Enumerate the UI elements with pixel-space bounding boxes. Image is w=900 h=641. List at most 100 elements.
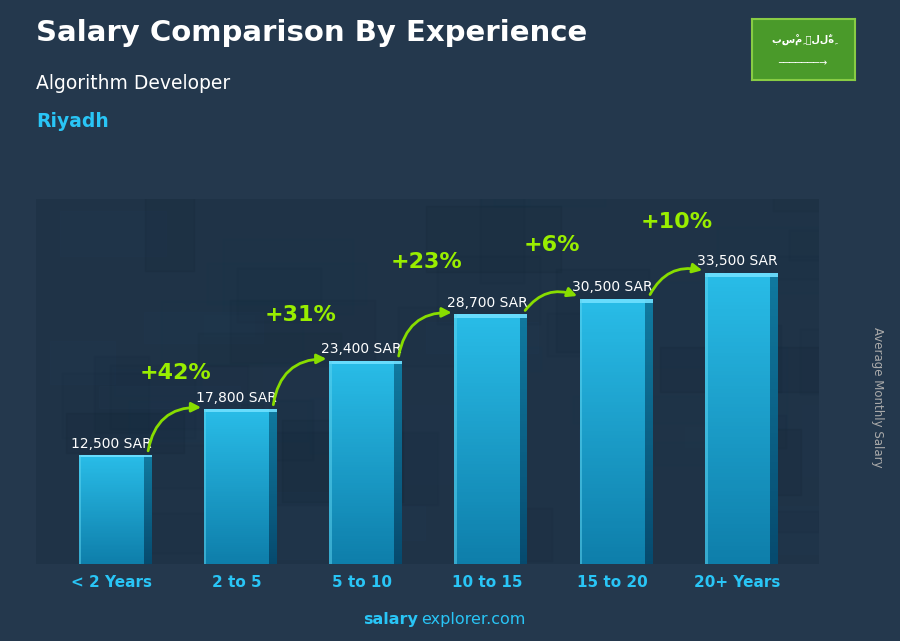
Bar — [770, 317, 778, 320]
Bar — [394, 394, 402, 396]
Bar — [454, 536, 519, 539]
Bar — [144, 465, 151, 466]
Bar — [269, 456, 277, 458]
Bar — [645, 474, 652, 478]
Bar — [770, 531, 778, 535]
Bar — [269, 462, 277, 463]
Bar — [329, 465, 394, 467]
Bar — [580, 521, 645, 524]
Bar — [717, 227, 860, 294]
Bar — [204, 531, 269, 533]
Bar — [269, 510, 277, 512]
Bar — [770, 538, 778, 542]
Bar — [204, 409, 277, 412]
Bar — [204, 553, 269, 554]
Bar — [454, 504, 519, 508]
Bar — [144, 510, 151, 511]
Bar — [391, 405, 491, 484]
Bar — [770, 513, 778, 517]
Bar — [269, 562, 277, 564]
Bar — [329, 388, 394, 391]
Bar — [394, 493, 402, 495]
Bar — [454, 502, 519, 504]
Bar — [394, 429, 402, 432]
Bar — [519, 358, 527, 362]
Bar — [78, 490, 144, 492]
Bar — [78, 529, 144, 530]
Bar — [350, 506, 426, 540]
Bar — [645, 561, 652, 564]
Bar — [78, 506, 144, 507]
Bar — [78, 563, 144, 564]
Bar — [519, 536, 527, 539]
Bar — [645, 425, 652, 428]
Bar — [394, 490, 402, 493]
Bar — [269, 560, 277, 562]
Bar — [705, 324, 770, 328]
Bar — [329, 424, 394, 427]
Bar — [394, 462, 402, 465]
Bar — [204, 442, 269, 444]
Bar — [204, 463, 269, 465]
Bar — [580, 335, 645, 338]
Bar — [394, 439, 402, 442]
Bar — [580, 355, 645, 358]
Bar — [329, 360, 402, 363]
Bar — [78, 455, 81, 564]
Bar — [705, 484, 770, 488]
Bar — [329, 437, 394, 439]
Bar — [204, 481, 269, 483]
Bar — [616, 282, 742, 367]
Bar — [78, 476, 144, 477]
Bar — [454, 561, 519, 564]
Bar — [705, 469, 770, 473]
Bar — [394, 360, 402, 363]
Bar — [144, 524, 151, 526]
Bar — [394, 562, 402, 564]
Bar — [204, 545, 269, 547]
Bar — [269, 411, 277, 413]
Bar — [454, 480, 519, 483]
Bar — [78, 488, 144, 489]
Bar — [724, 506, 850, 554]
Bar — [204, 450, 269, 452]
Bar — [269, 535, 277, 537]
Bar — [394, 432, 402, 435]
Bar — [705, 473, 770, 477]
Bar — [645, 528, 652, 531]
Bar — [329, 419, 394, 422]
Bar — [50, 341, 114, 383]
Bar — [144, 538, 151, 540]
Bar — [770, 419, 778, 422]
Bar — [645, 408, 652, 412]
Bar — [329, 544, 394, 546]
Bar — [770, 331, 778, 335]
Bar — [705, 331, 770, 335]
Bar — [329, 541, 394, 544]
Bar — [580, 538, 645, 541]
Bar — [144, 489, 151, 490]
Bar — [580, 448, 645, 451]
Bar — [144, 456, 151, 458]
Bar — [329, 381, 394, 383]
Bar — [204, 444, 269, 446]
Bar — [770, 324, 778, 328]
Bar — [266, 351, 342, 411]
Bar — [78, 487, 144, 488]
Text: +42%: +42% — [140, 363, 212, 383]
Bar — [580, 352, 645, 355]
Bar — [645, 508, 652, 511]
Bar — [770, 345, 778, 349]
Bar — [645, 498, 652, 501]
Bar — [454, 499, 519, 502]
Bar — [78, 500, 144, 501]
Bar — [329, 546, 394, 549]
Bar — [705, 429, 770, 433]
Bar — [144, 495, 151, 496]
Bar — [269, 425, 277, 427]
Bar — [770, 328, 778, 331]
Bar — [705, 317, 770, 320]
Bar — [144, 462, 151, 463]
Bar — [144, 504, 151, 506]
Bar — [770, 560, 778, 564]
